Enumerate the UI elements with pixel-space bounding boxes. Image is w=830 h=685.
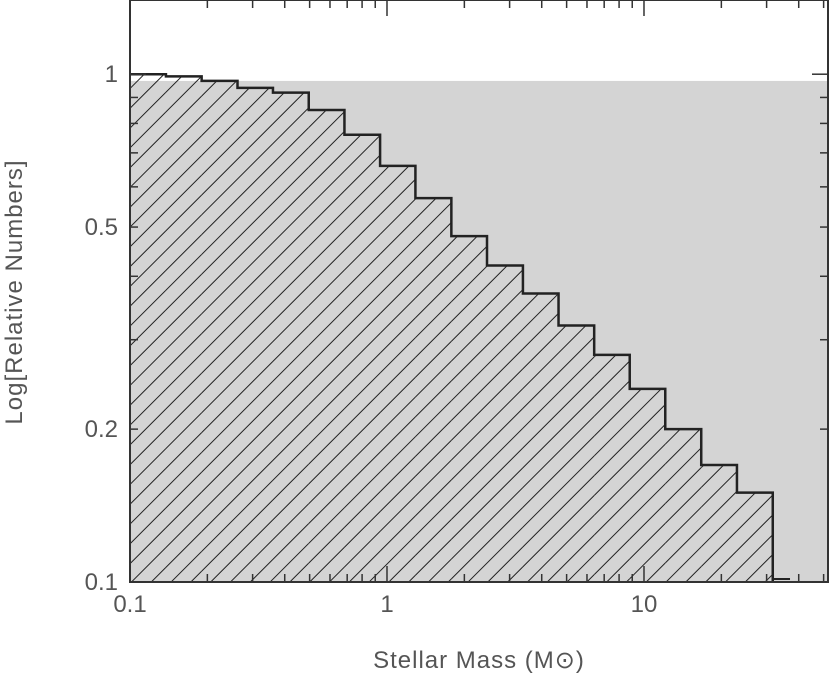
- hatched-histogram-bar: [665, 429, 702, 582]
- x-tick-label: 0.1: [113, 591, 146, 618]
- y-tick-label: 0.5: [85, 214, 118, 241]
- hatched-histogram-bar: [130, 74, 166, 582]
- y-tick-label: 0.1: [85, 569, 118, 596]
- plot-frame: [129, 0, 829, 583]
- hatched-histogram-bar: [237, 87, 273, 582]
- hatched-histogram-bar: [522, 293, 559, 582]
- hatched-histogram-bar: [451, 236, 488, 582]
- y-axis-title: Log[Relative Numbers]: [1, 159, 28, 424]
- hatched-histogram-bar: [344, 134, 381, 582]
- y-tick-label: 1: [105, 61, 118, 88]
- hatched-histogram-outline: [130, 72, 775, 582]
- hatched-histogram-bar: [415, 198, 452, 582]
- x-axis-title: Stellar Mass (M⊙): [373, 647, 585, 674]
- y-tick-label: 0.2: [85, 416, 118, 443]
- hatched-histogram-bar: [380, 165, 416, 582]
- hatched-histogram-bar: [201, 80, 238, 582]
- hatched-histogram-bar: [272, 92, 309, 582]
- hatched-histogram-bar: [629, 388, 666, 582]
- hatched-histogram-bar: [165, 76, 202, 582]
- hatched-histogram-bar: [487, 265, 523, 582]
- hatched-histogram-bar: [736, 492, 773, 582]
- x-tick-label: 10: [631, 591, 658, 618]
- hatched-histogram-bar: [308, 110, 345, 582]
- hatched-histogram-bar: [558, 325, 595, 582]
- x-tick-label: 1: [380, 591, 393, 618]
- hatched-histogram-bar: [594, 354, 630, 582]
- hatched-histogram-bar: [701, 464, 737, 582]
